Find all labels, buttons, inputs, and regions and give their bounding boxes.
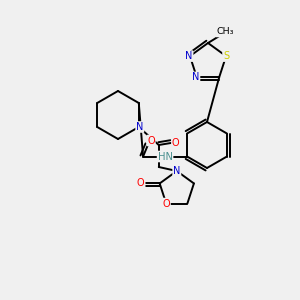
Text: N: N xyxy=(192,72,200,82)
Text: O: O xyxy=(137,178,145,188)
Text: N: N xyxy=(185,51,193,61)
Text: CH₃: CH₃ xyxy=(216,28,234,37)
Text: HN: HN xyxy=(158,152,172,161)
Text: N: N xyxy=(136,122,143,132)
Text: N: N xyxy=(173,166,181,176)
Text: O: O xyxy=(147,136,155,146)
Text: S: S xyxy=(223,51,229,61)
Text: O: O xyxy=(172,138,180,148)
Text: O: O xyxy=(162,199,170,208)
